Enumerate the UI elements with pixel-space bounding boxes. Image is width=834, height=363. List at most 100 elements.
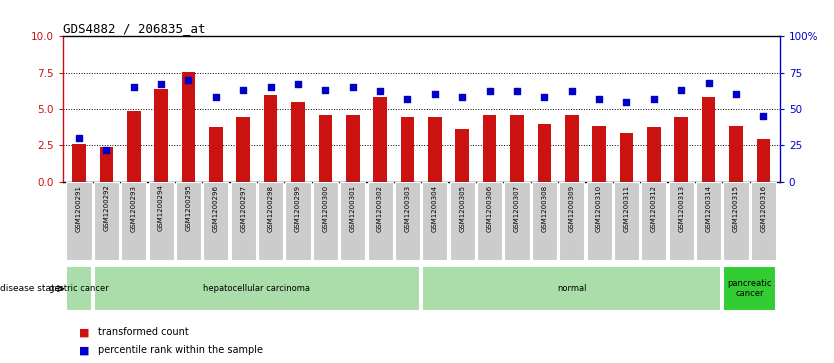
Point: [675, 87, 688, 93]
Text: GSM1200291: GSM1200291: [76, 185, 82, 232]
Bar: [647, 127, 661, 182]
Bar: [368, 182, 393, 260]
Text: GSM1200315: GSM1200315: [733, 185, 739, 232]
Text: GSM1200312: GSM1200312: [651, 185, 657, 232]
Bar: [729, 126, 743, 182]
Point: [100, 147, 113, 152]
Point: [264, 84, 277, 90]
Bar: [751, 182, 776, 260]
Text: GSM1200302: GSM1200302: [377, 185, 383, 232]
Bar: [641, 182, 666, 260]
Bar: [510, 115, 524, 182]
Point: [374, 89, 387, 94]
Bar: [428, 117, 442, 182]
Text: GSM1200293: GSM1200293: [131, 185, 137, 232]
Bar: [586, 182, 611, 260]
Text: GSM1200307: GSM1200307: [514, 185, 520, 232]
Bar: [538, 124, 551, 182]
Text: ■: ■: [79, 327, 90, 337]
Text: GSM1200296: GSM1200296: [213, 185, 219, 232]
Bar: [264, 95, 278, 182]
Bar: [455, 129, 469, 182]
Bar: [203, 182, 229, 260]
Text: GSM1200313: GSM1200313: [678, 185, 684, 232]
Bar: [400, 117, 414, 182]
Bar: [236, 117, 250, 182]
Bar: [127, 111, 141, 182]
Bar: [340, 182, 365, 260]
Point: [620, 99, 633, 105]
Bar: [93, 182, 119, 260]
Text: GSM1200308: GSM1200308: [541, 185, 547, 232]
Text: disease state: disease state: [0, 284, 60, 293]
Point: [510, 89, 524, 94]
Bar: [209, 127, 223, 182]
Point: [237, 87, 250, 93]
Bar: [559, 182, 585, 260]
Text: percentile rank within the sample: percentile rank within the sample: [98, 345, 263, 355]
Point: [647, 96, 661, 102]
Bar: [669, 182, 694, 260]
Bar: [723, 266, 776, 311]
Bar: [182, 72, 195, 182]
Bar: [121, 182, 146, 260]
Text: GSM1200314: GSM1200314: [706, 185, 711, 232]
Text: GSM1200316: GSM1200316: [761, 185, 766, 232]
Bar: [319, 115, 332, 182]
Bar: [696, 182, 721, 260]
Bar: [565, 115, 579, 182]
Text: hepatocellular carcinoma: hepatocellular carcinoma: [203, 284, 310, 293]
Text: normal: normal: [557, 284, 586, 293]
Bar: [701, 97, 716, 182]
Bar: [374, 97, 387, 182]
Point: [154, 81, 168, 87]
Point: [483, 89, 496, 94]
Bar: [422, 266, 721, 311]
Text: gastric cancer: gastric cancer: [49, 284, 109, 293]
Text: GSM1200301: GSM1200301: [349, 185, 356, 232]
Text: GSM1200303: GSM1200303: [404, 185, 410, 232]
Text: GSM1200294: GSM1200294: [158, 185, 164, 232]
Bar: [675, 117, 688, 182]
Text: GSM1200311: GSM1200311: [624, 185, 630, 232]
Bar: [394, 182, 420, 260]
Text: GSM1200300: GSM1200300: [323, 185, 329, 232]
Bar: [620, 133, 633, 182]
Point: [182, 77, 195, 83]
Text: GDS4882 / 206835_at: GDS4882 / 206835_at: [63, 22, 205, 35]
Text: GSM1200292: GSM1200292: [103, 185, 109, 232]
Bar: [592, 126, 606, 182]
Point: [428, 91, 441, 97]
Point: [401, 96, 414, 102]
Bar: [450, 182, 475, 260]
Text: transformed count: transformed count: [98, 327, 188, 337]
Bar: [346, 115, 359, 182]
Bar: [99, 147, 113, 182]
Text: GSM1200304: GSM1200304: [432, 185, 438, 232]
Point: [538, 94, 551, 100]
Bar: [176, 182, 201, 260]
Point: [702, 80, 716, 86]
Point: [592, 96, 605, 102]
Bar: [614, 182, 639, 260]
Text: pancreatic
cancer: pancreatic cancer: [727, 279, 772, 298]
Bar: [505, 182, 530, 260]
Bar: [154, 89, 168, 182]
Bar: [477, 182, 502, 260]
Bar: [258, 182, 284, 260]
Text: GSM1200306: GSM1200306: [486, 185, 493, 232]
Bar: [313, 182, 338, 260]
Bar: [422, 182, 448, 260]
Bar: [72, 144, 86, 182]
Bar: [532, 182, 557, 260]
Point: [73, 135, 86, 141]
Bar: [285, 182, 310, 260]
Bar: [231, 182, 256, 260]
Bar: [148, 182, 173, 260]
Text: GSM1200305: GSM1200305: [460, 185, 465, 232]
Text: GSM1200299: GSM1200299: [295, 185, 301, 232]
Text: GSM1200309: GSM1200309: [569, 185, 575, 232]
Bar: [756, 139, 771, 182]
Point: [565, 89, 579, 94]
Text: ■: ■: [79, 345, 90, 355]
